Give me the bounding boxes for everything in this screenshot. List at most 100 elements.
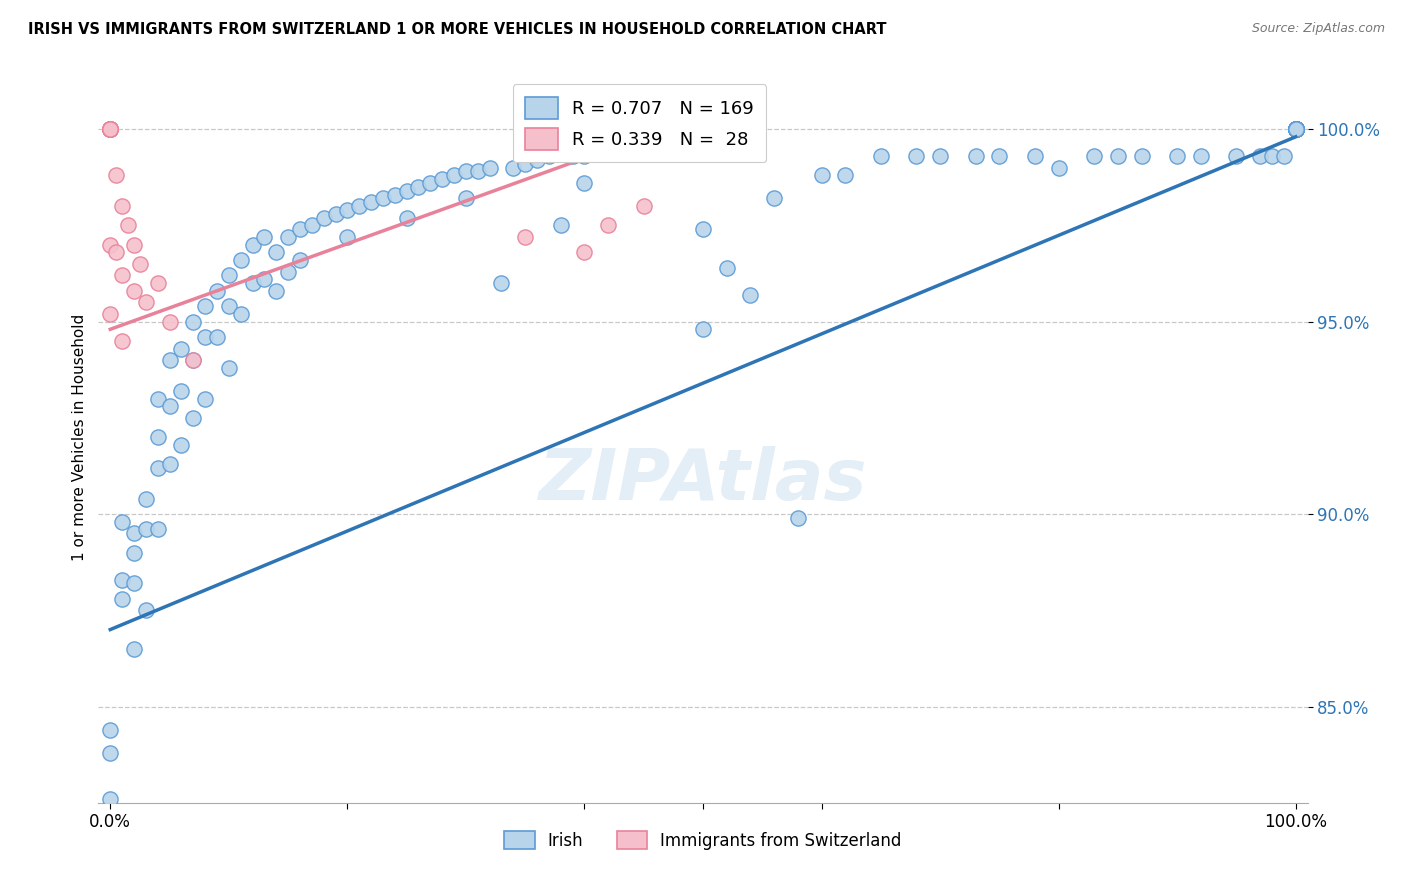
- Point: [1024, 149, 1046, 163]
- Point: [1285, 122, 1308, 136]
- Point: [1285, 122, 1308, 136]
- Point: [408, 179, 430, 194]
- Point: [1285, 122, 1308, 136]
- Point: [598, 219, 620, 233]
- Point: [1285, 122, 1308, 136]
- Point: [325, 207, 347, 221]
- Point: [1285, 122, 1308, 136]
- Point: [288, 222, 311, 236]
- Point: [609, 145, 631, 160]
- Point: [98, 122, 121, 136]
- Point: [242, 276, 264, 290]
- Point: [1272, 149, 1295, 163]
- Point: [264, 284, 287, 298]
- Point: [1285, 122, 1308, 136]
- Point: [1285, 122, 1308, 136]
- Point: [1285, 122, 1308, 136]
- Point: [159, 399, 181, 413]
- Point: [277, 230, 299, 244]
- Point: [740, 287, 762, 301]
- Point: [395, 184, 418, 198]
- Point: [159, 457, 181, 471]
- Point: [1249, 149, 1271, 163]
- Point: [122, 237, 145, 252]
- Point: [929, 149, 952, 163]
- Point: [1285, 122, 1308, 136]
- Point: [146, 392, 169, 406]
- Point: [1285, 122, 1308, 136]
- Point: [515, 230, 537, 244]
- Point: [1285, 122, 1308, 136]
- Point: [159, 315, 181, 329]
- Point: [1285, 122, 1308, 136]
- Point: [1130, 149, 1153, 163]
- Point: [277, 264, 299, 278]
- Point: [633, 199, 655, 213]
- Point: [105, 245, 128, 260]
- Point: [1285, 122, 1308, 136]
- Point: [1285, 122, 1308, 136]
- Point: [1285, 122, 1308, 136]
- Point: [1285, 122, 1308, 136]
- Point: [1285, 122, 1308, 136]
- Point: [122, 576, 145, 591]
- Point: [194, 330, 217, 344]
- Point: [1285, 122, 1308, 136]
- Y-axis label: 1 or more Vehicles in Household: 1 or more Vehicles in Household: [72, 313, 87, 561]
- Point: [905, 149, 928, 163]
- Point: [1166, 149, 1188, 163]
- Point: [336, 230, 359, 244]
- Point: [1285, 122, 1308, 136]
- Point: [692, 322, 714, 336]
- Point: [657, 145, 679, 160]
- Point: [1285, 122, 1308, 136]
- Point: [1285, 122, 1308, 136]
- Point: [491, 276, 513, 290]
- Point: [253, 272, 276, 286]
- Point: [1083, 149, 1105, 163]
- Point: [502, 161, 524, 175]
- Point: [1107, 149, 1129, 163]
- Point: [1189, 149, 1212, 163]
- Point: [633, 145, 655, 160]
- Point: [443, 169, 465, 183]
- Point: [419, 176, 441, 190]
- Point: [98, 122, 121, 136]
- Point: [170, 342, 193, 356]
- Point: [1285, 122, 1308, 136]
- Point: [537, 149, 560, 163]
- Text: IRISH VS IMMIGRANTS FROM SWITZERLAND 1 OR MORE VEHICLES IN HOUSEHOLD CORRELATION: IRISH VS IMMIGRANTS FROM SWITZERLAND 1 O…: [28, 22, 887, 37]
- Point: [111, 591, 134, 606]
- Point: [1285, 122, 1308, 136]
- Point: [1285, 122, 1308, 136]
- Point: [135, 491, 157, 506]
- Point: [1285, 122, 1308, 136]
- Point: [98, 122, 121, 136]
- Point: [253, 230, 276, 244]
- Point: [1285, 122, 1308, 136]
- Point: [205, 330, 228, 344]
- Point: [1285, 122, 1308, 136]
- Point: [98, 122, 121, 136]
- Point: [135, 523, 157, 537]
- Point: [786, 511, 808, 525]
- Point: [98, 122, 121, 136]
- Point: [98, 723, 121, 737]
- Point: [135, 295, 157, 310]
- Point: [360, 195, 382, 210]
- Point: [229, 307, 252, 321]
- Point: [146, 430, 169, 444]
- Point: [574, 245, 596, 260]
- Point: [1047, 161, 1070, 175]
- Point: [574, 149, 596, 163]
- Point: [550, 219, 572, 233]
- Point: [432, 172, 454, 186]
- Text: Source: ZipAtlas.com: Source: ZipAtlas.com: [1251, 22, 1385, 36]
- Point: [1285, 122, 1308, 136]
- Point: [181, 353, 204, 368]
- Point: [1285, 122, 1308, 136]
- Point: [1285, 122, 1308, 136]
- Point: [159, 353, 181, 368]
- Point: [1285, 122, 1308, 136]
- Point: [467, 164, 489, 178]
